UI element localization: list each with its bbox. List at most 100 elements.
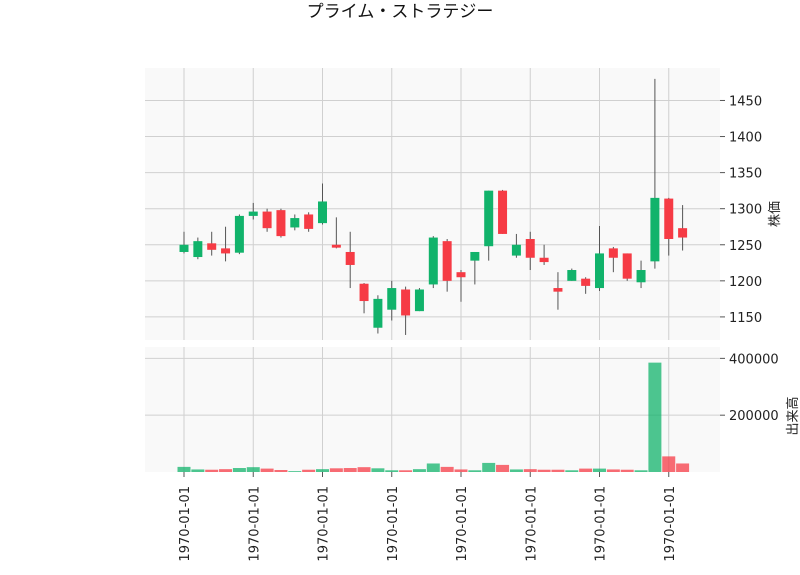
candle-body — [470, 251, 480, 261]
price-tick-label: 1250 — [729, 239, 762, 254]
candle-body — [636, 270, 646, 283]
price-tick-label: 1150 — [729, 311, 762, 326]
volume-bar — [496, 464, 510, 472]
volume-bar — [177, 466, 191, 472]
volume-tick-label: 200000 — [729, 409, 779, 424]
candle-body — [345, 251, 355, 265]
x-tick-label: 1970-01-01 — [247, 486, 262, 562]
volume-bar — [205, 469, 219, 472]
candle-body — [511, 244, 521, 256]
candle-body — [567, 270, 577, 281]
volume-bar — [662, 456, 676, 472]
candle-body — [581, 278, 591, 286]
price-panel-background — [145, 68, 720, 340]
candle-body — [608, 248, 618, 258]
price-axis-label: 株価 — [768, 201, 783, 227]
candle-body — [622, 253, 632, 279]
volume-bar — [468, 470, 482, 472]
candle-body — [387, 288, 397, 310]
volume-bar — [454, 469, 468, 472]
volume-bar — [634, 470, 648, 472]
chart-title: プライム・ストラテジー — [307, 2, 494, 22]
volume-bar — [399, 470, 413, 472]
price-tick-label: 1350 — [729, 167, 762, 182]
volume-bar — [274, 470, 288, 472]
volume-bar — [523, 469, 537, 472]
candle-body — [525, 238, 535, 258]
candle-body — [234, 215, 244, 253]
volume-bar — [551, 469, 565, 472]
x-axis-ticks: 1970-01-01 1970-01-01 1970-01-01 1970-01-01… — [178, 472, 678, 562]
candle-body — [248, 211, 258, 216]
price-tick-label: 1200 — [729, 275, 762, 290]
candle-body — [595, 253, 604, 289]
volume-bar — [260, 468, 274, 472]
candle-body — [179, 244, 189, 252]
price-tick-label: 1450 — [729, 94, 762, 109]
candle-body — [401, 289, 411, 316]
candles — [179, 78, 688, 335]
volume-bar — [482, 462, 496, 472]
candle-body — [193, 241, 203, 258]
volume-panel-background — [145, 347, 720, 472]
volume-bar — [191, 469, 205, 472]
price-tick-label: 1300 — [729, 203, 762, 218]
candle-body — [484, 190, 494, 247]
candle-body — [442, 241, 452, 281]
x-tick-label: 1970-01-01 — [386, 486, 401, 562]
volume-bar — [357, 467, 371, 472]
x-tick-label: 1970-01-01 — [594, 486, 609, 562]
candle-body — [276, 210, 286, 237]
x-tick-label: 1970-01-01 — [524, 486, 539, 562]
candle-body — [456, 272, 466, 278]
volume-bar — [232, 468, 246, 472]
candle-body — [207, 243, 217, 250]
volume-bar — [648, 362, 662, 472]
volume-gridlines — [145, 357, 720, 416]
candle-body — [539, 257, 549, 263]
candle-body — [373, 298, 383, 328]
candle-body — [359, 283, 369, 302]
volume-axis-label: 出来高 — [785, 396, 800, 435]
volume-bar — [385, 470, 399, 472]
candle-body — [304, 214, 314, 229]
volume-bar — [371, 468, 385, 472]
volume-bar — [593, 468, 606, 472]
volume-axis-ticks: 200000 400000 — [720, 352, 779, 424]
x-tick-label: 1970-01-01 — [663, 486, 678, 562]
x-tick-label: 1970-01-01 — [178, 486, 193, 562]
candle-body — [290, 218, 300, 228]
volume-bars — [177, 362, 690, 472]
volume-bar — [676, 463, 690, 472]
candle-body — [221, 248, 231, 254]
price-tick-label: 1400 — [729, 131, 762, 146]
volume-bar — [288, 471, 302, 472]
candle-body — [498, 190, 508, 234]
volume-bar — [246, 467, 260, 472]
candle-body — [414, 289, 424, 312]
volume-bar — [412, 469, 426, 472]
candle-body — [650, 197, 660, 262]
candle-body — [262, 211, 272, 229]
x-tick-label: 1970-01-01 — [317, 486, 332, 562]
volume-bar — [579, 468, 593, 472]
volume-bar — [565, 470, 579, 472]
x-tick-label: 1970-01-01 — [455, 486, 470, 562]
candle-body — [331, 244, 341, 248]
volume-bar — [426, 463, 440, 472]
volume-bar — [509, 469, 523, 472]
volume-tick-label: 400000 — [729, 352, 779, 367]
volume-bar — [620, 469, 634, 472]
volume-bar — [343, 468, 357, 472]
price-axis-ticks: 1150 1200 1250 1300 1350 1400 1450 — [720, 94, 762, 326]
volume-bar — [316, 469, 329, 472]
candle-body — [678, 228, 688, 238]
candle-body — [664, 198, 674, 239]
volume-bar — [302, 469, 316, 472]
candle-body — [553, 288, 563, 292]
candle-body — [428, 237, 438, 285]
volume-bar — [606, 469, 620, 472]
volume-bar — [537, 469, 551, 472]
